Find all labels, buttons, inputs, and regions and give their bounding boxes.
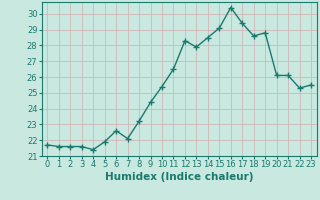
X-axis label: Humidex (Indice chaleur): Humidex (Indice chaleur) bbox=[105, 172, 253, 182]
